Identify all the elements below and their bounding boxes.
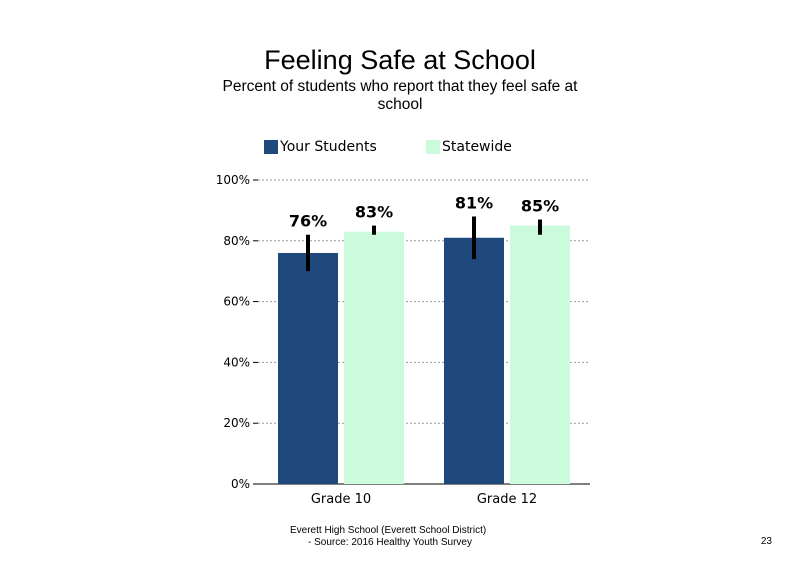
slide-footer: Everett High School (Everett School Dist…: [280, 525, 520, 549]
y-tick-label: 0%: [231, 477, 250, 491]
legend-item-your-students: Your Students: [264, 139, 377, 155]
bar: [278, 252, 338, 484]
legend-label-statewide: Statewide: [442, 139, 512, 155]
chart-title: Feeling Safe at School: [264, 45, 536, 75]
page-number: 23: [760, 536, 772, 547]
y-tick-label: 20%: [223, 416, 250, 430]
data-label: 76%: [289, 212, 327, 231]
bar: [344, 231, 404, 484]
x-tick-label: Grade 10: [311, 492, 371, 507]
bar: [444, 237, 504, 484]
bar: [510, 225, 570, 484]
y-tick-label: 60%: [223, 295, 250, 309]
y-tick-label: 80%: [223, 234, 250, 248]
x-tick-label: Grade 12: [477, 492, 537, 507]
legend-item-statewide: Statewide: [426, 139, 512, 155]
legend-label-your-students: Your Students: [280, 139, 377, 155]
y-tick-label: 100%: [216, 173, 250, 187]
footer-source: - Source: 2016 Healthy Youth Survey: [308, 537, 472, 548]
data-label: 81%: [455, 193, 493, 212]
y-tick-label: 40%: [223, 355, 250, 369]
data-label: 85%: [521, 197, 559, 216]
legend-swatch-statewide: [426, 140, 440, 154]
chart-subtitle: Percent of students who report that they…: [222, 78, 578, 113]
legend-swatch-your-students: [264, 140, 278, 154]
data-label: 83%: [355, 203, 393, 222]
footer-school: Everett High School (Everett School Dist…: [290, 525, 487, 536]
